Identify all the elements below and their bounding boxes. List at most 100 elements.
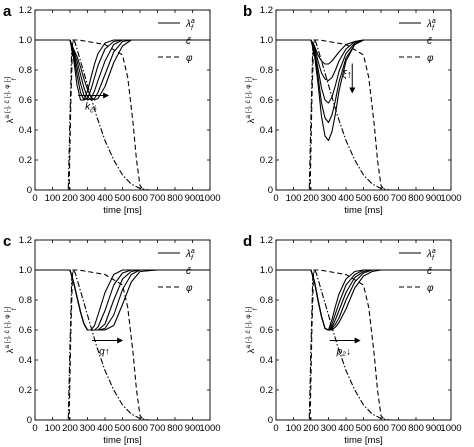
y-tick-label: 0.2 <box>260 155 273 166</box>
series-line-solid <box>276 39 451 82</box>
x-axis-label: time [ms] <box>103 435 142 446</box>
y-tick-label: 0.8 <box>260 65 273 76</box>
series-line-solid <box>35 39 210 101</box>
panel-letter-c: c <box>3 233 11 250</box>
x-tick-label: 400 <box>97 423 113 434</box>
panel-c: c 0 100 200 300 400 500 600 700 800 900 1000 0 0.2 0.4… <box>3 233 221 446</box>
x-tick-label: 600 <box>373 193 389 204</box>
series-line-solid <box>276 269 451 331</box>
series-line-dashdot <box>35 269 210 420</box>
x-tick-label: 1000 <box>199 423 220 434</box>
x-axis-label: time [ms] <box>344 205 383 216</box>
y-tick-label: 1.0 <box>260 265 273 276</box>
x-tick-label: 700 <box>150 423 166 434</box>
series-line-dashdot <box>276 269 451 420</box>
x-tick-label: 500 <box>356 423 372 434</box>
series-line-solid <box>276 39 451 124</box>
legend-label-dashed: φ <box>186 283 193 294</box>
y-tick-label: 0.6 <box>19 325 32 336</box>
y-tick-label: 0.4 <box>260 355 273 366</box>
y-tick-label: 0.8 <box>260 295 273 306</box>
series-line-dashed <box>35 269 210 420</box>
x-tick-label: 400 <box>338 193 354 204</box>
x-tick-label: 500 <box>356 193 372 204</box>
series-line-dashdot <box>276 39 451 190</box>
annotation-label: p₂↓ <box>336 347 351 358</box>
legend-label-solid: λa f <box>426 248 436 262</box>
y-tick-label: 0.6 <box>19 95 32 106</box>
legend-label-solid: λa f <box>426 18 436 32</box>
y-axis-label: λa [-], c̄ [-], φ [-]f <box>245 77 259 124</box>
x-tick-label: 900 <box>426 193 442 204</box>
series-line-dashed <box>276 39 451 190</box>
series-line-solid <box>35 39 210 101</box>
x-tick-label: 0 <box>273 423 278 434</box>
x-tick-label: 200 <box>303 423 319 434</box>
annotation-d: p₂↓ <box>329 337 361 358</box>
x-axis-label: time [ms] <box>103 205 142 216</box>
panel-d: d 0 100 200 300 400 500 600 700 800 900 1000 0 0.2 0.4… <box>243 233 462 446</box>
x-tick-label: 600 <box>373 423 389 434</box>
series-line-solid <box>276 269 451 331</box>
panel-letter-d: d <box>243 233 252 250</box>
y-axis-label: λa [-], c̄ [-], φ [-]f <box>4 77 18 124</box>
panel-b: b 0 100 200 300 400 500 600 700 800 900 1000 0 0.2 0.4… <box>243 3 462 216</box>
y-tick-label: 1.2 <box>19 235 32 246</box>
legend-label-dashed: φ <box>427 283 434 294</box>
plot-frame <box>275 9 452 191</box>
x-tick-label: 1000 <box>440 193 461 204</box>
arrowhead <box>354 337 361 344</box>
annotation-label: kc̄↓ <box>85 102 98 115</box>
x-tick-label: 600 <box>132 423 148 434</box>
annotation-c: q↑ <box>92 337 124 358</box>
x-tick-label: 100 <box>286 423 302 434</box>
y-tick-label: 1.0 <box>260 35 273 46</box>
y-tick-label: 0 <box>268 415 273 426</box>
y-tick-label: 0.2 <box>19 155 32 166</box>
x-tick-label: 400 <box>97 193 113 204</box>
arrowhead <box>349 87 356 94</box>
legend-label-dashdot: c̄ <box>427 266 433 277</box>
x-tick-label: 800 <box>408 423 424 434</box>
x-tick-label: 200 <box>303 193 319 204</box>
annotation-label: ξ↑ <box>342 70 351 81</box>
x-tick-label: 500 <box>115 423 131 434</box>
x-tick-label: 0 <box>32 423 37 434</box>
legend-label-dashdot: c̄ <box>186 266 192 277</box>
x-tick-label: 200 <box>62 193 78 204</box>
series-line-solid <box>35 39 210 101</box>
y-axis-label: λa [-], c̄ [-], φ [-]f <box>245 307 259 354</box>
x-tick-label: 100 <box>45 193 61 204</box>
legend-label-dashed: φ <box>186 53 193 64</box>
y-tick-label: 1.2 <box>260 5 273 16</box>
series-line-solid <box>35 269 210 331</box>
x-tick-label: 700 <box>391 193 407 204</box>
series-line-solid <box>276 39 451 65</box>
x-tick-label: 100 <box>45 423 61 434</box>
x-tick-label: 900 <box>426 423 442 434</box>
x-tick-label: 200 <box>62 423 78 434</box>
panel-letter-b: b <box>243 3 252 20</box>
y-tick-label: 1.2 <box>19 5 32 16</box>
series-line-solid <box>276 39 451 142</box>
y-tick-label: 0.8 <box>19 65 32 76</box>
legend-label-dashdot: c̄ <box>186 36 192 47</box>
y-tick-label: 0.2 <box>260 385 273 396</box>
x-tick-label: 300 <box>321 193 337 204</box>
y-tick-label: 0 <box>27 185 32 196</box>
legend-label-dashdot: c̄ <box>427 36 433 47</box>
y-tick-label: 1.0 <box>19 35 32 46</box>
x-tick-label: 700 <box>391 423 407 434</box>
y-tick-label: 0.6 <box>260 325 273 336</box>
y-tick-label: 0 <box>27 415 32 426</box>
series-line-solid <box>276 269 451 331</box>
y-tick-label: 0.6 <box>260 95 273 106</box>
y-tick-label: 0.2 <box>19 385 32 396</box>
annotation-label: q↑ <box>99 347 110 358</box>
y-tick-label: 0.4 <box>19 125 32 136</box>
arrowhead <box>117 337 124 344</box>
series-line-solid <box>35 269 210 331</box>
panel-letter-a: a <box>3 3 12 20</box>
x-tick-label: 900 <box>185 193 201 204</box>
